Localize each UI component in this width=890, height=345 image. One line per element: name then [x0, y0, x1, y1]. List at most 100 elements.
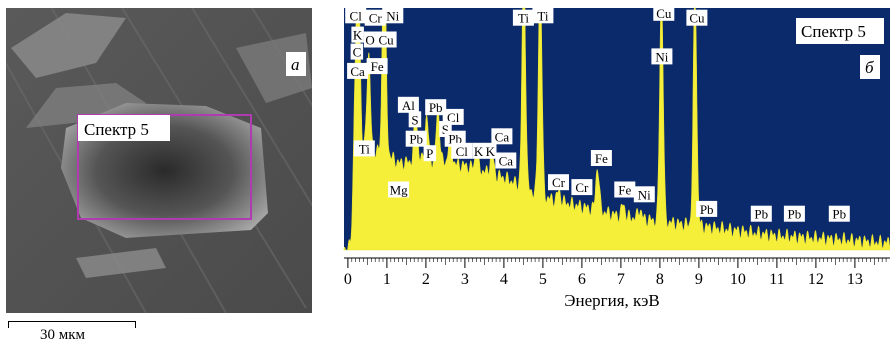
peak-label: Cu	[653, 4, 675, 21]
peak-label: Pb	[783, 205, 805, 222]
peak-label: Mg	[388, 181, 410, 198]
peak-label: Al	[397, 96, 419, 113]
x-tick-label: 1	[383, 271, 391, 288]
peak-label-text: S	[442, 122, 449, 137]
peak-label-text: Ni	[386, 8, 399, 23]
peak-label-text: Ti	[537, 8, 548, 23]
peak-label-bg	[512, 9, 534, 26]
peak-label: Ni	[651, 48, 673, 65]
peak-label: Ni	[382, 7, 404, 24]
peak-label-text: Ti	[518, 11, 529, 26]
peak-label-text: O	[365, 33, 374, 48]
peak-label-text: Pb	[429, 100, 443, 115]
peak-label-text: Ca	[495, 129, 510, 144]
peak-label-text: K	[353, 28, 363, 43]
peak-label: Fe	[590, 150, 612, 166]
x-tick-label: 5	[539, 271, 547, 288]
sem-spectrum-label-bg	[78, 115, 170, 141]
peak-label-bg	[363, 31, 377, 48]
peak-label: K	[484, 142, 497, 159]
peak-label-bg	[382, 7, 404, 24]
sem-micrograph: Спектр 5 а	[6, 8, 312, 313]
peak-label-bg	[397, 96, 419, 113]
x-tick-label: 2	[422, 271, 430, 288]
x-tick-label: 6	[578, 271, 586, 288]
scale-bar	[8, 321, 136, 328]
peak-label: Pb	[750, 205, 772, 222]
x-tick-label: 0	[344, 271, 352, 288]
peak-label-text: Pb	[409, 132, 423, 147]
peak-label-bg	[425, 99, 447, 116]
peak-label: Cl	[345, 7, 367, 24]
peak-label-bg	[364, 9, 386, 26]
peak-label: Pb	[425, 99, 447, 116]
peak-label-text: Ni	[655, 49, 668, 64]
x-tick-label: 8	[656, 271, 664, 288]
peak-label-bg	[783, 205, 805, 222]
peak-label-text: Pb	[832, 207, 846, 222]
peak-label-bg	[375, 31, 397, 48]
peak-label-bg	[444, 130, 466, 147]
peak-label-text: Mg	[390, 183, 409, 198]
peak-label: Fe	[614, 181, 636, 198]
peak-label-bg	[347, 62, 369, 79]
x-tick-label: 4	[500, 271, 508, 288]
peak-label-text: Pb	[788, 207, 802, 222]
x-tick-label: 9	[695, 271, 703, 288]
peak-label-bg	[345, 7, 367, 24]
peak-label-bg	[696, 200, 718, 217]
peak-label-text: K	[474, 144, 484, 159]
peak-label: Ni	[633, 186, 655, 203]
debris-bottom	[76, 248, 166, 278]
peak-label: K	[351, 26, 364, 43]
x-axis: 0 1 2 3 4 5 6 7 8 9 10 11 12 13	[344, 257, 890, 288]
peak-label-bg	[484, 142, 497, 159]
peak-label-text: Ca	[499, 154, 514, 169]
peak-label: Ca	[347, 62, 369, 79]
peak-label: Cl	[451, 142, 473, 159]
peak-label-bg	[442, 108, 464, 125]
peak-label-bg	[366, 58, 388, 75]
peak-label-bg	[571, 179, 593, 196]
debris-upper-right	[236, 33, 312, 103]
peak-label-bg	[491, 128, 513, 145]
edx-spectrum-label-bg	[796, 18, 884, 44]
peak-label-bg	[353, 140, 375, 157]
peak-label: Ca	[491, 128, 513, 145]
peak-label-text: Pb	[700, 202, 714, 217]
peak-label-text: Al	[402, 98, 415, 113]
peak-label: C	[350, 43, 364, 60]
peak-label-text: Cu	[379, 33, 395, 48]
peak-label-bg	[828, 205, 850, 222]
peak-label-text: K	[486, 144, 496, 159]
peak-label: Cu	[375, 31, 397, 48]
peak-label-bg	[633, 186, 655, 203]
peak-label-bg	[653, 4, 675, 21]
edx-panel-letter: б	[865, 58, 874, 77]
peak-label-text: Cr	[552, 175, 566, 190]
peak-label-bg	[423, 145, 437, 162]
peak-label-text: C	[353, 45, 362, 60]
peak-label: Ti	[512, 9, 534, 26]
peak-label-bg	[614, 181, 636, 198]
peak-label-bg	[532, 7, 554, 24]
x-tick-label: 3	[461, 271, 469, 288]
x-tick-label: 10	[730, 271, 746, 288]
peak-label-text: Fe	[371, 59, 384, 74]
peak-label-bg	[548, 174, 569, 191]
peak-label-bg	[405, 130, 427, 147]
peak-label-bg	[351, 26, 364, 43]
peak-label: Cu	[686, 9, 708, 26]
peak-label: Fe	[366, 58, 388, 75]
edx-letter-bg	[860, 55, 880, 79]
sem-spectrum-label: Спектр 5	[84, 120, 149, 139]
peak-label-text: Fe	[595, 151, 608, 166]
peak-label-text: Cl	[456, 144, 469, 159]
peak-label: P	[423, 145, 437, 162]
peak-label: Ti	[532, 7, 554, 24]
peak-label-bg	[590, 150, 612, 166]
peak-label: Pb	[828, 205, 850, 222]
peak-label-text: Ni	[638, 187, 651, 202]
peak-label-text: Cu	[689, 11, 705, 26]
